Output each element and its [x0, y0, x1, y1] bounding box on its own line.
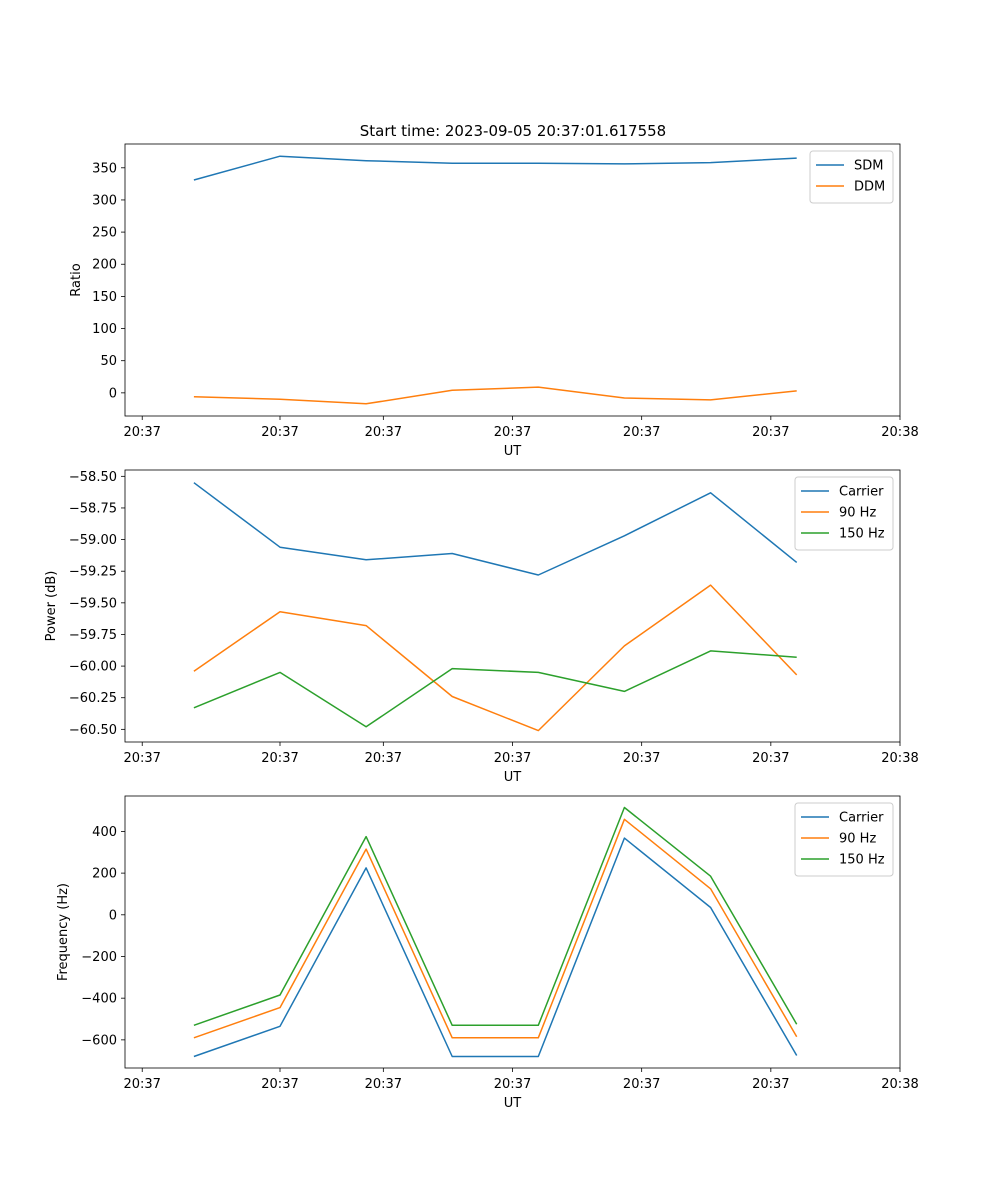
y-tick-label: 350: [92, 161, 117, 176]
y-tick-label: 400: [92, 825, 117, 840]
chart-panel-2: 20:37 20:37 20:37 20:37 20:37 20:37 20:38 −58.5…: [44, 469, 919, 785]
series-line-carrier: [193, 482, 798, 576]
figure-title: Start time: 2023-09-05 20:37:01.617558: [360, 122, 666, 140]
legend: Carrier 90 Hz 150 Hz: [794, 802, 894, 877]
x-tick-label: 20:37: [494, 751, 531, 766]
y-tick-label: −58.50: [69, 470, 117, 485]
legend-box: [794, 476, 894, 551]
x-tick-label: 20:37: [261, 425, 298, 440]
x-tick-label: 20:37: [623, 425, 660, 440]
x-tick-label: 20:37: [494, 425, 531, 440]
x-tick-label: 20:37: [365, 751, 402, 766]
series-line-150-hz: [193, 806, 798, 1027]
y-tick-label: 250: [92, 226, 117, 241]
x-tick-label: 20:37: [752, 751, 789, 766]
x-tick-label: 20:37: [623, 751, 660, 766]
y-tick-label: −600: [81, 1033, 117, 1048]
x-tick-label: 20:37: [623, 1077, 660, 1092]
y-axis-label: Power (dB): [44, 571, 59, 642]
x-tick-label: 20:37: [365, 425, 402, 440]
legend-box: [809, 150, 894, 204]
x-tick-label: 20:37: [365, 1077, 402, 1092]
x-tick-label: 20:38: [881, 425, 918, 440]
y-tick-label: −59.50: [69, 596, 117, 611]
x-tick-label: 20:37: [752, 425, 789, 440]
y-tick-label: 0: [109, 386, 117, 401]
x-axis-label: UT: [504, 1096, 522, 1111]
x-axis-label: UT: [504, 770, 522, 785]
x-axis-label: UT: [504, 444, 522, 459]
y-tick-label: −59.25: [69, 565, 117, 580]
series-line-ddm: [193, 386, 797, 405]
chart-panel-3: 20:37 20:37 20:37 20:37 20:37 20:37 20:38 −600 −…: [56, 795, 919, 1111]
y-tick-label: −60.25: [69, 691, 117, 706]
legend-label: Carrier: [839, 485, 884, 500]
x-tick-label: 20:37: [494, 1077, 531, 1092]
y-tick-label: −60.00: [69, 660, 117, 675]
x-tick-label: 20:37: [261, 751, 298, 766]
x-tick-label: 20:38: [881, 751, 918, 766]
y-tick-label: 0: [109, 908, 117, 923]
y-tick-label: 100: [92, 322, 117, 337]
y-axis-label: Frequency (Hz): [56, 883, 71, 981]
x-tick-label: 20:37: [752, 1077, 789, 1092]
x-tick-label: 20:37: [123, 425, 160, 440]
y-tick-label: 200: [92, 867, 117, 882]
y-tick-label: −58.75: [69, 501, 117, 516]
legend-label: 90 Hz: [839, 832, 876, 847]
series-line-150-hz: [193, 650, 797, 728]
legend-label: Carrier: [839, 811, 884, 826]
x-tick-label: 20:37: [123, 1077, 160, 1092]
y-tick-label: 200: [92, 258, 117, 273]
series-line-sdm: [193, 155, 797, 181]
legend: SDM DDM: [809, 150, 894, 204]
y-tick-label: −59.75: [69, 628, 117, 643]
y-tick-label: −60.50: [69, 723, 117, 738]
series-line-carrier: [193, 837, 798, 1058]
x-tick-label: 20:37: [261, 1077, 298, 1092]
legend-box: [794, 802, 894, 877]
x-tick-label: 20:37: [123, 751, 160, 766]
legend: Carrier 90 Hz 150 Hz: [794, 476, 894, 551]
series-line-90-hz: [193, 584, 798, 732]
legend-label: 90 Hz: [839, 506, 876, 521]
y-tick-label: −400: [81, 992, 117, 1007]
y-tick-label: −59.00: [69, 533, 117, 548]
chart-panel-1: 20:37 20:37 20:37 20:37 20:37 20:37 20:38 0 50 10…: [69, 143, 919, 459]
x-tick-label: 20:38: [881, 1077, 918, 1092]
y-tick-label: 50: [100, 354, 117, 369]
y-tick-label: 300: [92, 193, 117, 208]
series-line-90-hz: [193, 818, 798, 1039]
y-tick-label: −200: [81, 950, 117, 965]
y-axis-label: Ratio: [69, 263, 84, 296]
legend-label: 150 Hz: [839, 527, 885, 542]
legend-label: DDM: [854, 180, 885, 195]
legend-label: SDM: [854, 159, 883, 174]
y-tick-label: 150: [92, 290, 117, 305]
legend-label: 150 Hz: [839, 853, 885, 868]
